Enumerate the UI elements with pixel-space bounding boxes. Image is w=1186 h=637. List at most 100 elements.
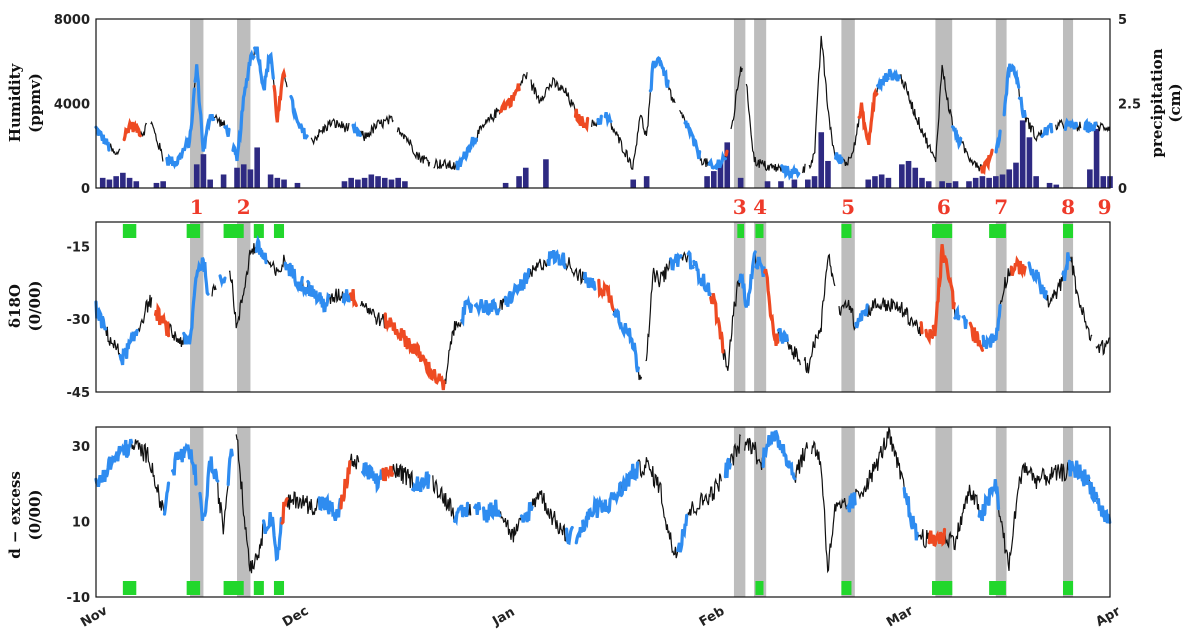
x-tick-label-month: Nov	[78, 603, 110, 630]
humidity-series-blue-segment	[289, 94, 309, 140]
delta18o-series-blue-segment	[306, 280, 331, 313]
delta18o-tick-label: -45	[67, 386, 91, 401]
precipitation-bar	[993, 176, 999, 188]
humidity-series-red-segment	[498, 83, 521, 114]
precipitation-bar	[207, 179, 213, 188]
dexcess-series-blue-segment	[188, 449, 198, 486]
delta18o-series-blue-segment	[510, 268, 531, 303]
dexcess-series-blue-segment	[601, 481, 623, 515]
precipitation-bar	[388, 179, 395, 188]
delta18o-series-black-segment	[803, 253, 836, 374]
dexcess-series-blue-segment	[171, 442, 192, 476]
green-marker-block	[841, 581, 852, 595]
humidity-tick-label: 8000	[54, 13, 90, 28]
delta18o-series-blue-segment	[118, 328, 139, 366]
x-tick-label-month: Feb	[697, 604, 727, 630]
precipitation-bar	[778, 181, 784, 188]
precipitation-bar	[939, 181, 945, 188]
delta18o-tick-label: -30	[67, 313, 91, 328]
precipitation-tick-label: 5	[1118, 13, 1127, 28]
precipitation-bar	[811, 176, 818, 188]
precipitation-bar	[234, 167, 240, 188]
dexcess-series-blue-segment	[473, 502, 482, 515]
humidity-axis-unit: (ppmv)	[26, 73, 44, 133]
dexcess-series-blue-segment	[779, 444, 797, 481]
dexcess-panel-frame	[95, 426, 1111, 598]
delta18o-series-red-segment	[709, 293, 725, 354]
precipitation-bar	[737, 177, 744, 188]
precipitation-bar	[254, 147, 260, 188]
shaded-event-band	[754, 427, 767, 597]
precipitation-bar	[193, 164, 200, 188]
precipitation-bar	[717, 160, 724, 188]
humidity-series-blue-segment	[1063, 117, 1079, 131]
dexcess-series-blue-segment	[902, 486, 911, 518]
delta18o-series-black-segment	[838, 297, 923, 337]
precipitation-bar	[630, 179, 637, 188]
delta18o-series-blue-segment	[754, 256, 766, 277]
humidity-series-blue-segment	[351, 121, 362, 137]
delta18o-series-blue-segment	[460, 295, 474, 327]
precipitation-bar	[341, 181, 348, 188]
humidity-series-blue-segment	[596, 114, 603, 125]
precipitation-bar	[764, 181, 771, 188]
green-marker-block	[273, 581, 285, 595]
precipitation-bar	[872, 176, 878, 188]
precipitation-bar	[1033, 176, 1039, 188]
delta18o-series-red-segment	[931, 244, 956, 337]
dexcess-series-blue-segment	[1067, 459, 1091, 487]
dexcess-series-blue-segment	[114, 438, 134, 462]
delta18o-series-blue-segment	[1061, 252, 1072, 282]
green-marker-block	[122, 224, 137, 238]
humidity-series-blue-segment	[834, 152, 844, 165]
shaded-event-band	[1062, 222, 1074, 392]
precipitation-bar	[986, 177, 992, 188]
delta18o-series-blue-segment	[182, 259, 202, 346]
delta18o-series-blue-segment	[546, 249, 567, 270]
green-marker-block	[1062, 581, 1074, 595]
precipitation-bar	[502, 182, 509, 188]
delta18o-series-blue-segment	[592, 280, 597, 291]
dexcess-series-red-segment	[280, 497, 289, 525]
humidity-series-blue-segment	[231, 49, 256, 162]
dexcess-series-blue-segment	[411, 471, 431, 493]
humidity-series-black-segment	[802, 163, 806, 174]
shaded-event-band	[1062, 19, 1074, 188]
delta18o-series-blue-segment	[961, 314, 968, 329]
humidity-series-blue-segment	[683, 120, 696, 147]
dexcess-series-blue-segment	[574, 526, 584, 545]
precipitation-bar	[905, 160, 912, 188]
humidity-series-red-segment	[979, 148, 994, 176]
green-marker-block	[122, 581, 137, 595]
humidity-series-black-segment	[730, 66, 743, 130]
delta18o-series-black-segment	[1095, 337, 1110, 356]
delta18o-series-black-segment	[211, 283, 217, 297]
precipitation-bar	[825, 160, 831, 188]
precipitation-bar	[1006, 169, 1013, 188]
precipitation-bar	[247, 169, 254, 188]
delta18o-series-blue-segment	[1027, 261, 1048, 301]
precipitation-bar	[381, 177, 388, 188]
precipitation-bar	[375, 176, 381, 188]
dexcess-series-blue-segment	[908, 512, 919, 541]
humidity-tick-label: 4000	[54, 98, 90, 113]
dexcess-series-blue-segment	[619, 461, 640, 497]
green-marker-block	[186, 581, 201, 595]
humidity-series-blue-segment	[887, 68, 902, 82]
precipitation-bar	[979, 176, 986, 188]
x-tick-label-month: Apr	[1093, 604, 1123, 630]
green-marker-block	[253, 224, 264, 238]
humidity-series-black-segment	[150, 120, 164, 162]
humidity-series-blue-segment	[715, 150, 728, 169]
precipitation-bar	[240, 164, 247, 188]
precipitation-bar	[200, 154, 207, 188]
precipitation-bar	[267, 174, 274, 188]
humidity-series-blue-segment	[648, 55, 670, 93]
precipitation-bar	[395, 177, 401, 188]
dexcess-series-blue-segment	[564, 525, 574, 546]
delta18o-series-blue-segment	[627, 327, 640, 373]
dexcess-tick-label: 10	[72, 515, 90, 530]
green-marker-block	[989, 224, 1006, 238]
delta18o-series-red-segment	[763, 268, 780, 346]
